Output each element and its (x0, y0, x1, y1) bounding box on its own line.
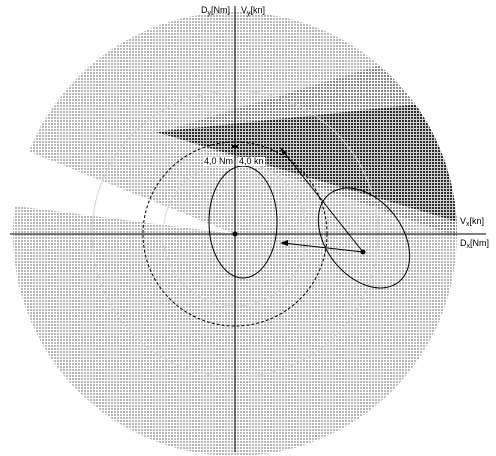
own-ship-marker[interactable] (232, 231, 238, 237)
speed-ring-label: 4,0 kn (238, 156, 265, 166)
vy-axis-label: Vy[kn] (241, 5, 266, 18)
vx-axis-label: Vx[kn] (460, 216, 485, 229)
cpa-vector (282, 242, 364, 253)
own-ship-ellipse[interactable] (208, 165, 278, 279)
distance-ring-label: 4,0 Nm (203, 156, 235, 166)
safe-sector-left (13, 140, 235, 234)
target-ship-ellipse[interactable] (300, 170, 429, 305)
dx-axis-label: Dx[Nm] (460, 238, 489, 251)
cpa-arrowhead (280, 240, 288, 246)
relative-velocity-vector (281, 149, 364, 253)
danger-sector-inner (156, 96, 457, 232)
relative-velocity-arrowhead (280, 147, 287, 155)
dy-axis-label: Dy[Nm] (201, 5, 230, 18)
bearing-tick (232, 145, 238, 148)
